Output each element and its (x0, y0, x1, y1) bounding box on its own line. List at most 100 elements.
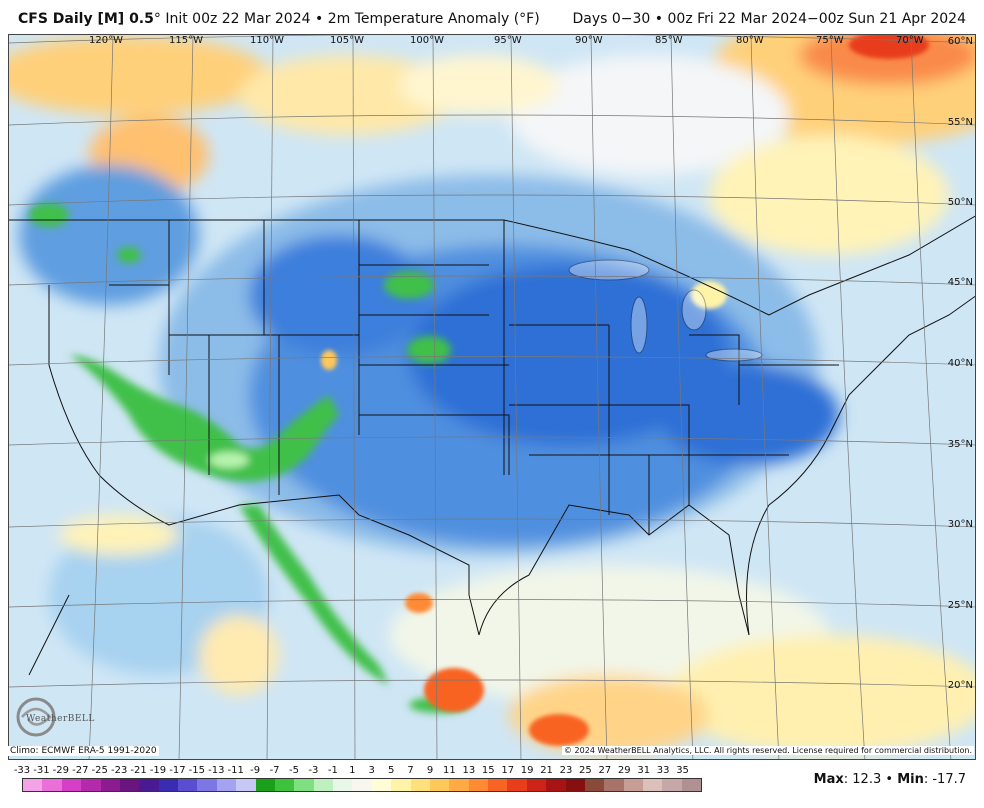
legend-swatch (410, 779, 430, 791)
lat-label-20n: 20°N (947, 680, 973, 691)
legend-swatch (662, 779, 682, 791)
legend-swatch (178, 779, 198, 791)
title-separator: • (314, 11, 324, 27)
legend-swatch (158, 779, 178, 791)
lon-label-100w: 100°W (410, 35, 444, 46)
legend-tick-label: -21 (130, 765, 147, 776)
lon-label-80w: 80°W (736, 35, 764, 46)
legend-tick-label: -27 (72, 765, 89, 776)
legend-tick-label: -23 (110, 765, 128, 776)
boundaries (9, 215, 975, 676)
legend-swatch (197, 779, 217, 791)
warm-spots (321, 35, 929, 746)
anomaly-map[interactable]: 120°W 115°W 110°W 105°W 100°W 95°W 90°W … (8, 34, 976, 760)
legend-swatch (23, 779, 43, 791)
legend-tick-label: -19 (149, 765, 167, 776)
great-lakes (568, 259, 763, 362)
legend-tick-label: 19 (520, 765, 534, 776)
swirl-logo-icon (16, 697, 56, 737)
legend-tick-label: -11 (227, 765, 244, 776)
legend-tick-label: 3 (368, 765, 375, 776)
lon-label-75w: 75°W (816, 35, 844, 46)
legend-swatch (488, 779, 508, 791)
color-legend (22, 778, 702, 792)
legend-tick-label: -1 (327, 765, 338, 776)
cold-green-field (29, 203, 469, 713)
legend-swatch (61, 779, 82, 791)
legend-tick-label: 29 (617, 765, 631, 776)
legend-swatch (565, 779, 585, 791)
legend-swatch (643, 779, 663, 791)
lat-label-50n: 50°N (947, 197, 973, 208)
lon-label-85w: 85°W (655, 35, 683, 46)
legend-swatch (294, 779, 314, 791)
legend-swatch (274, 779, 295, 791)
legend-swatch (216, 779, 237, 791)
legend-tick-label: 23 (559, 765, 573, 776)
init-time: Init 00z 22 Mar 2024 (165, 11, 311, 27)
max-value: 12.3 (852, 772, 882, 787)
lon-label-95w: 95°W (494, 35, 522, 46)
model-name: CFS Daily [M] 0.5 (18, 11, 154, 27)
lon-label-70w: 70°W (896, 35, 924, 46)
legend-swatch (139, 779, 159, 791)
legend-tick-label: 31 (637, 765, 651, 776)
legend-tick-label: 21 (540, 765, 553, 776)
legend-tick-label: 1 (349, 765, 356, 776)
legend-swatch (468, 779, 488, 791)
legend-tick-label: -9 (250, 765, 261, 776)
legend-tick-label: 13 (462, 765, 476, 776)
legend-tick-label: -31 (33, 765, 50, 776)
lat-label-30n: 30°N (947, 519, 973, 530)
max-label: Max (813, 772, 844, 787)
legend-swatch (584, 779, 605, 791)
stats-separator: • (885, 772, 894, 787)
lat-label-45n: 45°N (947, 277, 973, 288)
legend-swatch (100, 779, 120, 791)
legend-tick-label: 35 (676, 765, 689, 776)
map-title: CFS Daily [M] 0.5° Init 00z 22 Mar 2024 … (18, 11, 540, 27)
climo-note: Climo: ECMWF ERA-5 1991-2020 (8, 746, 159, 756)
lat-label-40n: 40°N (947, 358, 973, 369)
legend-tick-label: 17 (501, 765, 515, 776)
legend-swatch (313, 779, 333, 791)
legend-swatch (507, 779, 527, 791)
variable-name: 2m Temperature Anomaly (°F) (327, 11, 540, 27)
legend-swatch (429, 779, 450, 791)
lon-label-90w: 90°W (575, 35, 603, 46)
valid-range: Days 0−30 • 00z Fri 22 Mar 2024−00z Sun … (572, 11, 967, 27)
lon-label-115w: 115°W (169, 35, 203, 46)
legend-tick-label: -13 (208, 765, 225, 776)
copyright-notice: © 2024 WeatherBELL Analytics, LLC. All r… (562, 746, 974, 755)
legend-tick-label: -3 (308, 765, 319, 776)
legend-tick-label: -7 (269, 765, 280, 776)
lat-label-25n: 25°N (947, 600, 973, 611)
legend-swatch (81, 779, 101, 791)
weatherbell-logo: WeatherBELL (26, 714, 95, 724)
lon-label-120w: 120°W (89, 35, 123, 46)
legend-swatch (333, 779, 353, 791)
legend-swatch (391, 779, 411, 791)
legend-tick-label: -17 (169, 765, 186, 776)
legend-tick-label: 5 (387, 765, 395, 776)
legend-tick-label: 11 (443, 765, 456, 776)
legend-swatch (255, 779, 275, 791)
legend-swatch (352, 779, 372, 791)
legend-swatch (526, 779, 547, 791)
legend-swatch (604, 779, 624, 791)
legend-tick-label: 25 (579, 765, 592, 776)
gridlines (9, 35, 975, 759)
legend-tick-label: 15 (481, 765, 495, 776)
legend-swatch (236, 779, 256, 791)
legend-swatch (623, 779, 643, 791)
legend-tick-label: 33 (656, 765, 670, 776)
legend-tick-label: -29 (52, 765, 70, 776)
legend-swatch (681, 779, 702, 791)
legend-swatch (546, 779, 566, 791)
min-label: Min (897, 772, 924, 787)
legend-tick-label: -15 (188, 765, 206, 776)
map-canvas (9, 35, 975, 759)
legend-swatch (42, 779, 62, 791)
legend-tick-label: -25 (91, 765, 108, 776)
lat-label-55n: 55°N (947, 117, 973, 128)
